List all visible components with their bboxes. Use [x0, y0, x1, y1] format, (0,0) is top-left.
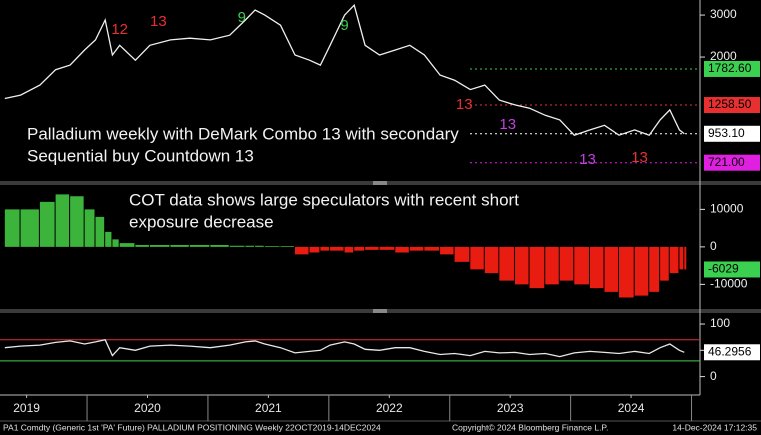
bar	[634, 246, 649, 296]
bar	[280, 246, 294, 247]
bar	[424, 246, 440, 251]
annotation: 13	[579, 151, 596, 168]
bar	[135, 245, 149, 247]
bar	[379, 246, 395, 250]
y-tick-label: 10000	[710, 202, 744, 216]
y-tick-label: -10000	[710, 277, 748, 291]
bar	[618, 246, 634, 298]
bar	[39, 201, 55, 247]
footer-copyright: Copyright© 2024 Bloomberg Finance L.P.	[452, 422, 608, 432]
note: Sequential buy Countdown 13	[27, 146, 254, 165]
bar	[210, 245, 229, 247]
bar	[574, 246, 589, 285]
level-label: 1782.60	[708, 61, 752, 75]
data-line	[4, 339, 685, 358]
bar	[499, 246, 515, 281]
level-label-box	[704, 60, 760, 77]
last-value-box	[704, 261, 760, 278]
bar	[604, 246, 618, 292]
y-tick-label: 0	[710, 369, 717, 383]
bar	[344, 246, 354, 253]
bar	[55, 194, 70, 247]
bar	[470, 246, 484, 270]
bar	[684, 246, 687, 270]
bar	[589, 246, 604, 289]
y-tick-label: 100	[710, 316, 730, 330]
x-tick-label: 2022	[376, 401, 403, 415]
bar	[245, 245, 255, 247]
bar	[484, 246, 499, 274]
bar	[70, 196, 84, 247]
x-tick-label: 2021	[255, 401, 282, 415]
level-label: 1258.50	[708, 97, 752, 111]
bar	[529, 246, 545, 289]
level-label: 721.00	[708, 155, 745, 169]
divider-grip	[373, 309, 387, 313]
bar	[330, 246, 344, 251]
annotation: 9	[340, 17, 348, 34]
bar	[170, 245, 189, 247]
bar	[149, 245, 170, 247]
note: exposure decrease	[129, 212, 274, 231]
bar	[229, 245, 245, 247]
data-line	[4, 3, 685, 136]
bar	[649, 246, 660, 292]
footer-timestamp: 14-Dec-2024 17:12:35	[672, 422, 757, 432]
bar	[559, 246, 574, 281]
level-label-box	[704, 97, 760, 114]
last-value-box	[704, 344, 760, 361]
bar	[320, 246, 330, 251]
annotation: 13	[499, 116, 516, 133]
x-tick-label: 2023	[497, 401, 524, 415]
annotation: 13	[631, 149, 648, 166]
bar	[309, 246, 320, 253]
bar	[679, 246, 684, 270]
bar	[255, 245, 264, 247]
note: Palladium weekly with DeMark Combo 13 wi…	[27, 124, 459, 143]
bar	[84, 209, 95, 247]
y-tick-label: 3000	[710, 7, 737, 21]
bar	[294, 246, 309, 255]
y-tick-label: 0	[710, 239, 717, 253]
x-tick-label: 2020	[134, 401, 161, 415]
y-tick-label: 2000	[710, 49, 737, 63]
note: COT data shows large speculators with re…	[129, 190, 519, 209]
bar	[189, 245, 210, 247]
bar	[264, 246, 280, 247]
last-value-label: -6029	[708, 262, 739, 276]
divider-grip	[373, 181, 387, 185]
annotation: 12	[111, 21, 128, 38]
footer-source: PA1 Comdty (Generic 1st 'PA' Future) PAL…	[3, 422, 381, 432]
bar	[545, 246, 559, 285]
bar	[4, 209, 20, 247]
level-label: 953.10	[708, 126, 745, 140]
bar	[105, 231, 112, 247]
last-value-label: 46.2956	[708, 344, 752, 358]
x-tick-label: 2019	[13, 401, 40, 415]
bar	[354, 246, 365, 251]
level-label-box	[704, 154, 760, 171]
bar	[440, 246, 454, 255]
bar	[112, 239, 119, 247]
annotation: 13	[150, 13, 167, 30]
bar	[95, 216, 105, 247]
bar	[119, 243, 135, 247]
bar	[454, 246, 470, 262]
bar	[409, 246, 424, 251]
bar	[515, 246, 529, 285]
bar	[395, 246, 409, 253]
bar	[365, 246, 379, 250]
annotation: 9	[238, 9, 246, 26]
x-tick-label: 2024	[618, 401, 645, 415]
bar	[660, 246, 669, 281]
bar	[20, 209, 39, 247]
bar	[669, 246, 679, 274]
level-label-box	[704, 125, 760, 142]
annotation: 13	[456, 96, 473, 113]
